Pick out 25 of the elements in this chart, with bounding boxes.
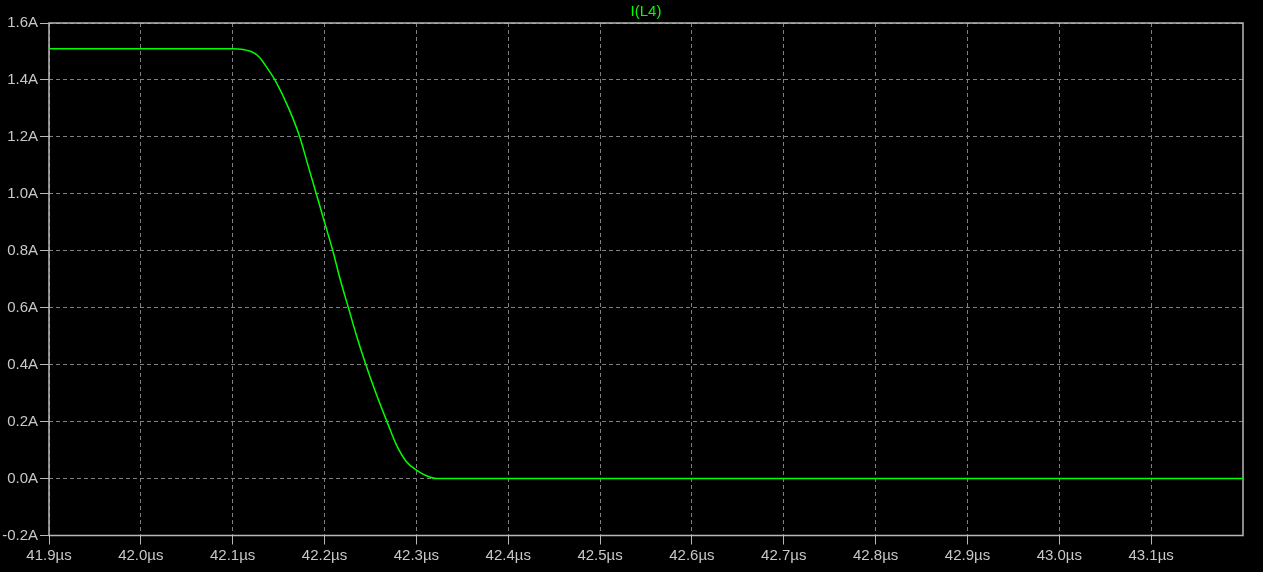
text: I(L4)	[630, 1, 662, 19]
x-tick-label: 42.7µs	[761, 545, 807, 563]
x-tick-label: 42.8µs	[852, 545, 899, 563]
y-tick-label: 1.0A	[7, 183, 38, 201]
y-tick-label: 0.8A	[7, 240, 38, 258]
y-tick-label: 0.6A	[7, 297, 38, 315]
y-tick-label: 1.6A	[7, 13, 38, 31]
x-tick-label: 42.3µs	[393, 545, 440, 563]
x-tick-label: 42.6µs	[669, 545, 715, 563]
x-tick-label: 42.5µs	[577, 545, 623, 563]
x-tick-label: 42.4µs	[485, 545, 531, 563]
y-tick-label: 0.2A	[7, 411, 38, 429]
x-tick-label: 43.1µs	[1128, 545, 1174, 563]
y-tick-label: 1.4A	[7, 70, 38, 88]
x-tick-label: 42.0µs	[118, 545, 164, 563]
y-tick-label: 0.4A	[7, 354, 38, 372]
y-tick-label: 0.0A	[7, 468, 38, 486]
x-tick-label: 42.1µs	[210, 545, 256, 563]
line-series	[49, 47, 1243, 480]
y-tick-label: -0.2A	[2, 525, 38, 543]
x-tick-label: 43.0µs	[1036, 545, 1082, 563]
x-tick-label: 42.9µs	[944, 545, 991, 563]
x-tick-label: 41.9µs	[26, 545, 72, 563]
x-tick-label: 42.2µs	[301, 545, 348, 563]
y-tick-label: 1.2A	[7, 127, 38, 145]
